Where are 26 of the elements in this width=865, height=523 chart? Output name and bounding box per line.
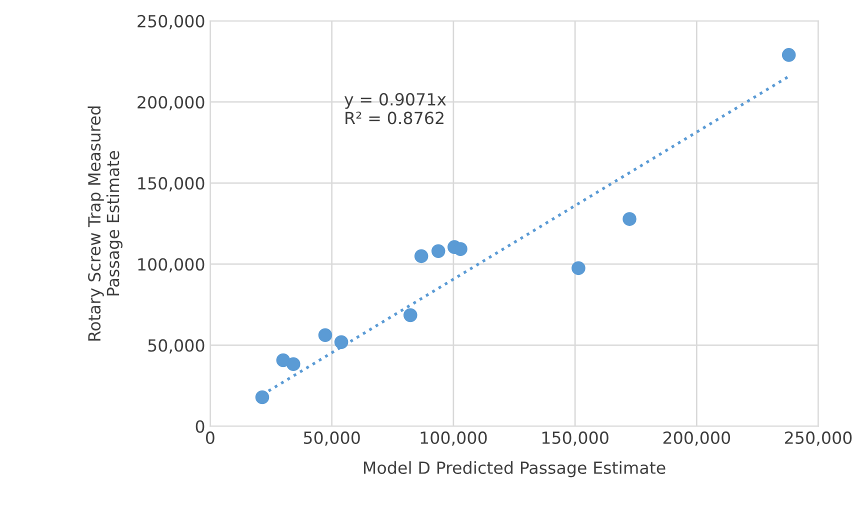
- x-tick-label: 200,000: [663, 431, 730, 446]
- point: [782, 48, 796, 62]
- y-tick-label: 0: [196, 420, 204, 433]
- x-tick-label: 250,000: [785, 431, 852, 446]
- y-tick-label: 250,000: [138, 14, 204, 30]
- x-tick-label: 100,000: [420, 431, 487, 446]
- point: [403, 308, 418, 322]
- point: [431, 244, 446, 258]
- y-tick-label: 50,000: [148, 339, 204, 354]
- y-axis-title: Rotary Screw Trap Measured Passage Estimate: [88, 106, 123, 341]
- point: [622, 212, 636, 226]
- point: [334, 335, 348, 350]
- x-axis-title: Model D Predicted Passage Estimate: [364, 461, 666, 478]
- y-tick-label: 200,000: [138, 96, 204, 110]
- annotation: y = 0.9071x R² = 0.8762: [344, 92, 446, 124]
- point: [318, 328, 332, 342]
- point: [572, 261, 586, 276]
- x-tick-label: 150,000: [542, 431, 608, 446]
- y-tick-label: 100,000: [138, 258, 204, 272]
- x-tick-label: 0: [206, 431, 214, 444]
- x-tick-label: 50,000: [304, 431, 360, 446]
- y-tick-label: 150,000: [138, 177, 204, 192]
- point: [414, 249, 428, 264]
- point: [255, 390, 270, 404]
- point: [454, 242, 468, 256]
- point: [286, 357, 300, 372]
